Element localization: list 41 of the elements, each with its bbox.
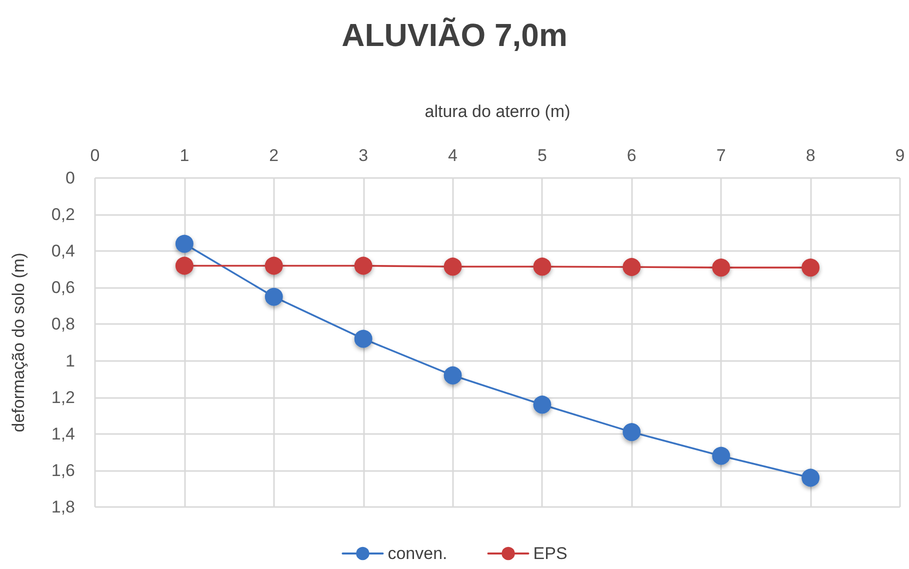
x-tick-label: 3	[358, 146, 368, 165]
y-tick-label: 1,8	[51, 498, 75, 516]
y-tick-label: 0,8	[51, 314, 75, 334]
legend-label: conven.	[388, 544, 448, 563]
y-tick-label: 1	[66, 351, 75, 370]
legend-label: EPS	[533, 544, 568, 563]
x-tick-label: 2	[269, 146, 279, 165]
point	[264, 256, 283, 275]
point	[533, 396, 552, 414]
point	[444, 258, 462, 276]
y-tick-label: 0	[66, 168, 75, 188]
point	[712, 446, 730, 465]
y-tick-label: 1,4	[51, 424, 75, 444]
x-tick-label: 5	[537, 146, 547, 165]
y-tick-label: 1,6	[51, 460, 75, 480]
y-tick-label: 0,4	[51, 242, 75, 261]
y-tick-label: 0,6	[51, 278, 75, 298]
x-axis-title: altura do aterro (m)	[424, 102, 570, 121]
point	[622, 258, 641, 276]
x-tick-label: 1	[180, 146, 190, 165]
point	[175, 234, 194, 253]
x-tick-label: 8	[806, 146, 816, 165]
point	[444, 366, 462, 384]
point	[354, 330, 372, 348]
point	[264, 288, 283, 306]
x-tick-label: 4	[448, 146, 458, 165]
point	[712, 258, 730, 277]
point	[622, 423, 641, 442]
x-tick-label: 7	[716, 146, 726, 165]
point	[533, 258, 552, 276]
y-tick-label: 1,2	[51, 388, 75, 407]
chart-title: ALUVIÃO 7,0m	[342, 17, 568, 53]
y-tick-label: 0,2	[51, 205, 75, 224]
point	[354, 256, 372, 275]
x-tick-label: 9	[895, 146, 905, 165]
point	[802, 468, 820, 487]
point	[175, 256, 194, 275]
y-axis-title: deformação do solo (m)	[9, 252, 28, 432]
x-tick-label: 6	[626, 146, 636, 165]
point	[802, 258, 820, 277]
x-tick-label: 0	[90, 146, 100, 165]
